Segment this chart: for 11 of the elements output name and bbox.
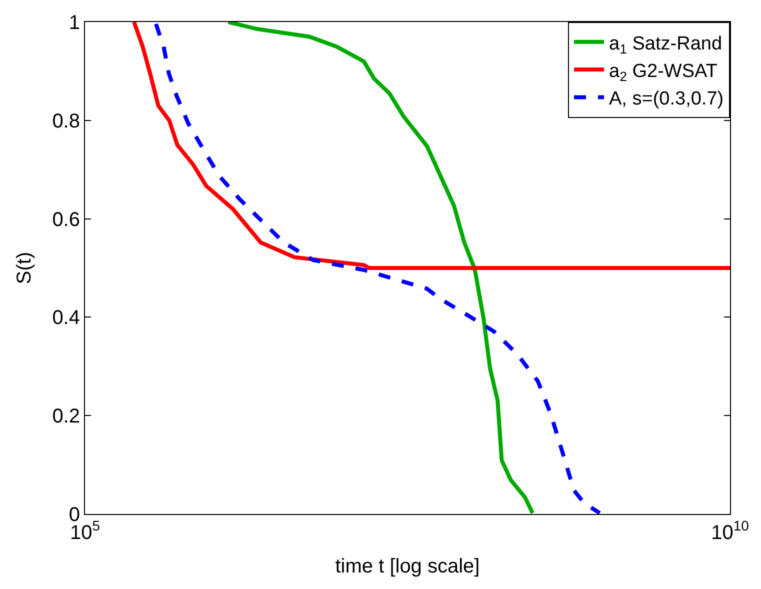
x-axis-title: time t [log scale] <box>335 556 480 578</box>
legend-label: a$_{2}$ G2-WSAT <box>609 60 718 84</box>
y-axis-title: S(t) <box>14 252 36 284</box>
legend-label: a$_{1}$ Satz-Rand <box>609 33 722 56</box>
y-tick-label: 0.8 <box>52 110 80 132</box>
x-tick-label: 10$^{10}$ <box>711 518 750 544</box>
y-tick-label: 0.2 <box>52 406 80 428</box>
y-tick-label: 0.4 <box>52 307 80 330</box>
legend-label: A, s=(0.3,0.7) <box>609 88 724 110</box>
y-tick-label: 1 <box>68 12 80 34</box>
y-tick-label: 0.6 <box>52 208 80 231</box>
